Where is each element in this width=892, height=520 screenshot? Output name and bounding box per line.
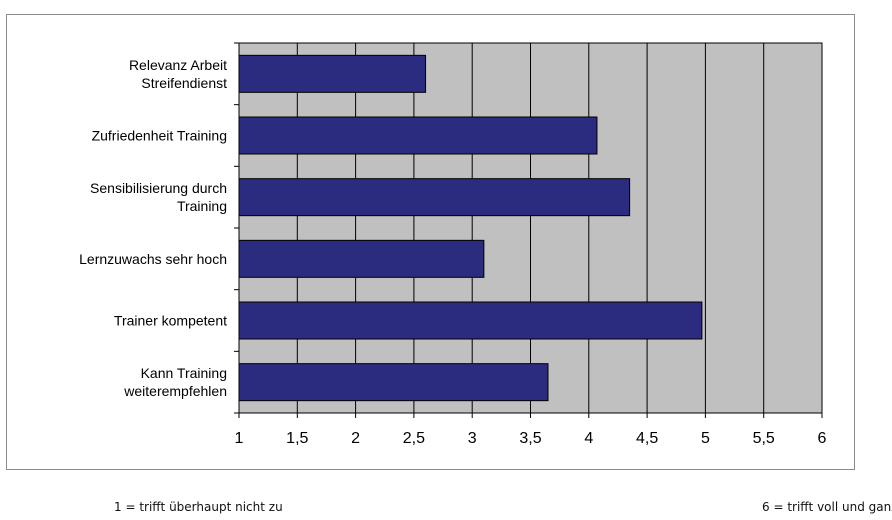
- bar-chart: 1 1,5 2 2,5 3 3,5 4 4,5 5 5,5 6 Relevanz Arbeit Stre…: [79, 42, 827, 447]
- bar: [238, 363, 549, 402]
- bar: [238, 239, 485, 278]
- x-tick-label: 5,5: [753, 430, 775, 447]
- x-tick-label: 2,5: [403, 430, 425, 447]
- bar: [238, 301, 703, 340]
- x-tick-label: 4,5: [636, 430, 658, 447]
- category-label: Streifendienst: [141, 75, 227, 91]
- category-label: Training: [177, 198, 227, 214]
- x-tick-label: 6: [818, 430, 827, 447]
- x-tick-label: 4: [584, 430, 593, 447]
- category-label: weiterempfehlen: [123, 383, 227, 399]
- category-label: Relevanz Arbeit: [129, 57, 227, 73]
- x-tick-label: 1: [235, 430, 244, 447]
- bar: [238, 178, 631, 217]
- x-tick-label: 3,5: [519, 430, 541, 447]
- x-tick-label: 1,5: [286, 430, 308, 447]
- category-label: Sensibilisierung durch: [90, 180, 227, 196]
- scale-note-max: 6 = trifft voll und ganz zu: [762, 500, 892, 514]
- category-label: Kann Training: [141, 365, 227, 381]
- category-label: Zufriedenheit Training: [92, 128, 227, 144]
- chart-frame: 1 1,5 2 2,5 3 3,5 4 4,5 5 5,5 6 Relevanz Arbeit Stre…: [6, 14, 855, 470]
- bar: [238, 116, 598, 155]
- x-tick-label: 3: [468, 430, 477, 447]
- x-tick-label: 2: [351, 430, 360, 447]
- x-tick-label: 5: [701, 430, 710, 447]
- scale-note-min: 1 = trifft überhaupt nicht zu: [114, 500, 283, 514]
- category-label: Trainer kompetent: [114, 313, 227, 329]
- bar: [238, 54, 427, 93]
- category-label: Lernzuwachs sehr hoch: [79, 251, 227, 267]
